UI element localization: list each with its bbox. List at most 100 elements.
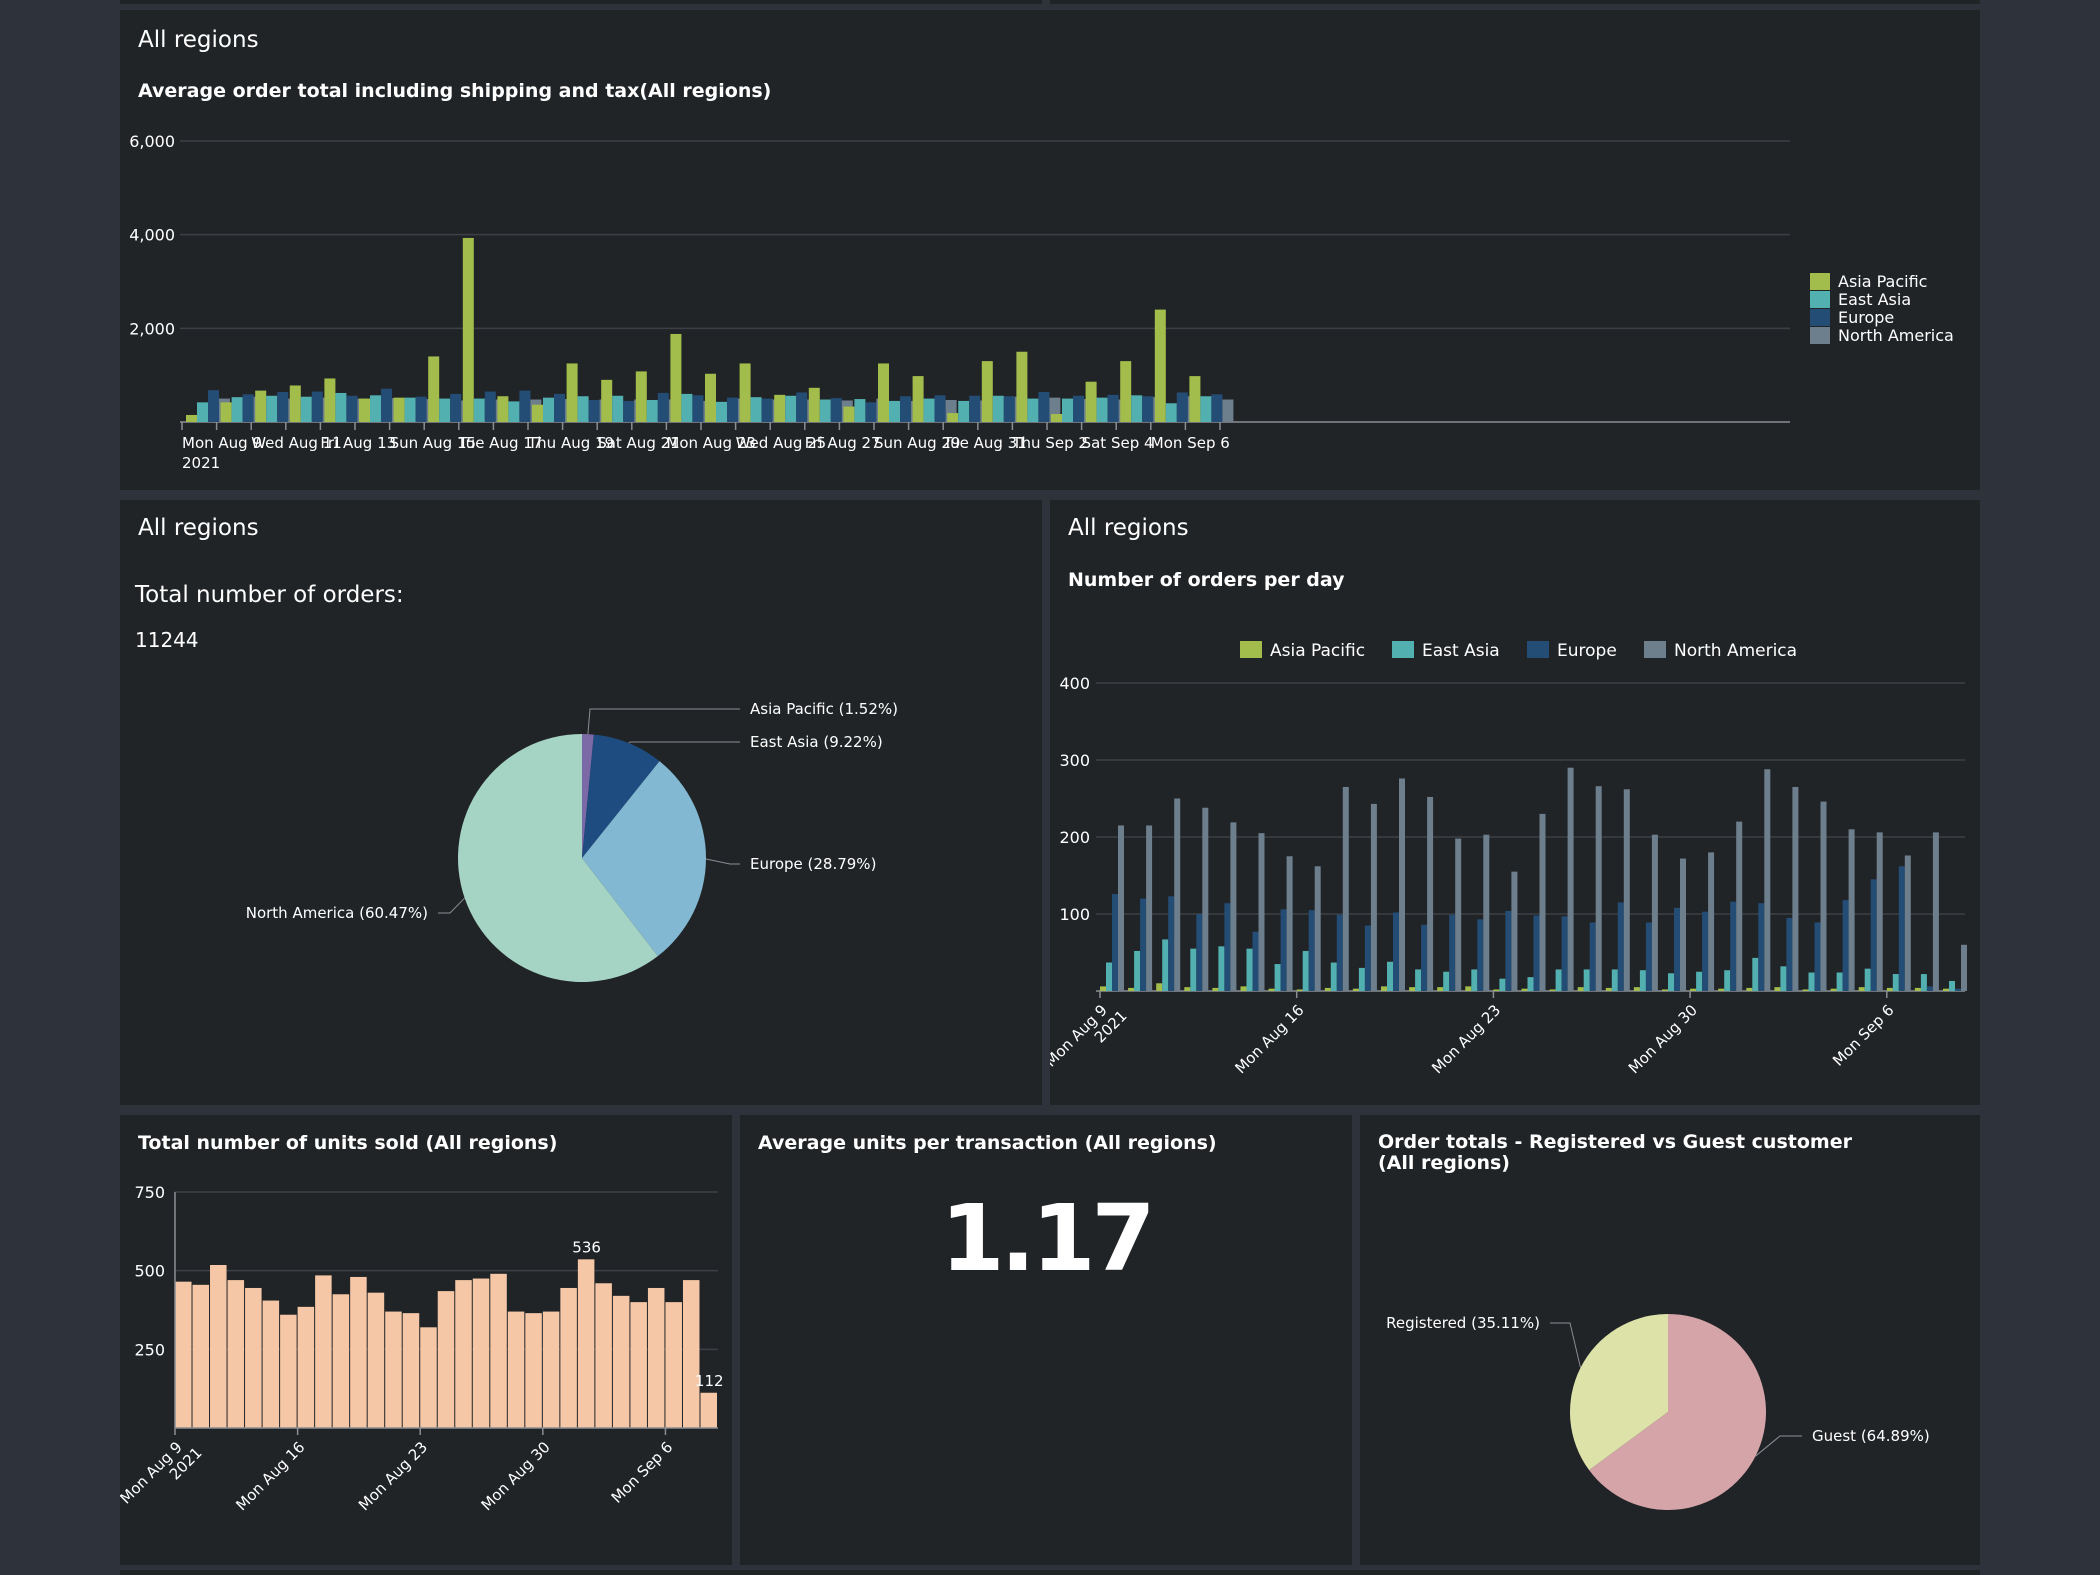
- pie-slice-east-asia: [582, 734, 660, 858]
- bar-asia-pacific: [601, 379, 613, 422]
- units-bar: [612, 1295, 630, 1428]
- bar-europe: [1280, 909, 1287, 991]
- bar-europe: [1645, 922, 1652, 991]
- pie-label-east-asia: East Asia (9.22%): [750, 733, 883, 751]
- bar-north-america: [1399, 778, 1405, 991]
- units-bar: [245, 1287, 262, 1428]
- bar-east-asia: [300, 396, 312, 422]
- bar-asia-pacific: [497, 396, 509, 422]
- bar-europe: [554, 393, 565, 422]
- units-bar: [210, 1265, 227, 1428]
- units-bar: [420, 1327, 437, 1428]
- legend-swatch-asia-pacific: [1240, 641, 1262, 658]
- bar-north-america: [1708, 852, 1715, 991]
- bar-east-asia: [1780, 966, 1787, 991]
- bar-east-asia: [681, 393, 693, 422]
- avg-units-value: 1.17: [940, 1185, 1156, 1292]
- bar-europe: [1758, 903, 1765, 991]
- pie-leader-line: [705, 858, 740, 865]
- panel-avg-units: Average units per transaction (All regio…: [740, 1115, 1352, 1565]
- bar-europe: [1142, 396, 1154, 422]
- pie-leader-line: [1550, 1322, 1582, 1368]
- bar-asia-pacific: [1352, 988, 1359, 991]
- bar-east-asia: [819, 399, 831, 422]
- bar-north-america: [1623, 789, 1630, 991]
- bar-europe: [1730, 901, 1737, 991]
- bar-east-asia: [785, 395, 797, 422]
- bar-east-asia: [1096, 397, 1108, 422]
- bar-asia-pacific: [359, 398, 370, 422]
- bar-east-asia: [992, 395, 1004, 422]
- chart-title: Average units per transaction (All regio…: [758, 1132, 1217, 1154]
- x-tick-label: Mon Aug 92021: [120, 1431, 206, 1520]
- bar-east-asia: [577, 396, 589, 422]
- panel-avg-order-total: All regions Average order total includin…: [120, 10, 1980, 490]
- x-tick-label: Mon Aug 23: [666, 434, 756, 452]
- bar-east-asia: [1555, 969, 1562, 991]
- bar-east-asia: [923, 398, 935, 422]
- bar-asia-pacific: [324, 378, 336, 422]
- bar-europe: [692, 395, 704, 422]
- bar-east-asia: [1836, 972, 1843, 991]
- bar-east-asia: [958, 400, 970, 422]
- x-tick-label: Sun Aug 29: [874, 434, 960, 452]
- bar-asia-pacific: [1051, 414, 1062, 422]
- bar-europe: [796, 392, 808, 422]
- units-bar: [647, 1287, 665, 1428]
- bar-north-america: [1286, 856, 1293, 991]
- bar-asia-pacific: [220, 402, 232, 422]
- bar-asia-pacific: [1718, 988, 1725, 991]
- units-bar: [315, 1275, 332, 1428]
- x-tick-label: Wed Aug 25: [736, 434, 827, 452]
- bar-europe: [1252, 931, 1259, 991]
- bar-europe: [1073, 395, 1084, 422]
- bar-north-america: [1427, 796, 1434, 991]
- bar-europe: [1211, 394, 1223, 422]
- y-tick-label: 400: [1059, 674, 1090, 693]
- bar-asia-pacific: [1802, 989, 1809, 991]
- bar-asia-pacific: [1154, 309, 1166, 422]
- units-bar: [175, 1281, 192, 1428]
- bar-europe: [1038, 392, 1050, 422]
- bar-north-america: [1222, 399, 1234, 422]
- pie-leader-line: [587, 708, 740, 735]
- orders-per-day-chart: Asia Pacific East Asia Europe North America…: [1050, 641, 1967, 1077]
- bar-europe: [208, 390, 219, 422]
- x-tick-label: Sat Aug 21: [597, 434, 680, 452]
- bar-east-asia: [1106, 962, 1112, 991]
- total-orders-label: Total number of orders:: [135, 582, 404, 608]
- bar-europe: [1176, 392, 1188, 422]
- pie-leader-line: [438, 897, 466, 914]
- bar-north-america: [1258, 833, 1265, 991]
- bar-europe: [934, 395, 946, 422]
- bar-east-asia: [1611, 969, 1618, 991]
- bar-europe: [969, 395, 981, 422]
- bar-east-asia: [1387, 961, 1393, 991]
- units-bar: [665, 1302, 682, 1428]
- bar-east-asia: [197, 402, 208, 422]
- units-bar: [455, 1280, 472, 1428]
- bar-europe: [1168, 896, 1175, 991]
- bar-east-asia: [508, 401, 520, 422]
- bar-asia-pacific: [670, 333, 682, 422]
- panel-units-sold: Total number of units sold (All regions)…: [120, 1115, 732, 1565]
- legend-label-east-asia: East Asia: [1838, 290, 1911, 309]
- bar-europe: [1003, 396, 1015, 422]
- pie-label-europe: Europe (28.79%): [750, 855, 876, 873]
- bar-north-america: [1820, 801, 1827, 991]
- bar-east-asia: [1499, 978, 1506, 991]
- bar-asia-pacific: [912, 376, 924, 422]
- bar-east-asia: [1864, 968, 1871, 991]
- y-tick-label: 500: [134, 1262, 165, 1281]
- units-bar: [350, 1276, 367, 1428]
- bar-europe: [1140, 898, 1147, 991]
- bar-east-asia: [1218, 946, 1225, 991]
- bar-north-america: [1961, 944, 1967, 991]
- bar-east-asia: [1949, 980, 1955, 991]
- bar-east-asia: [404, 397, 416, 422]
- bar-europe: [1533, 915, 1540, 991]
- bar-east-asia: [1696, 971, 1703, 991]
- total-orders-value: 11244: [135, 628, 199, 652]
- bar-asia-pacific: [1212, 987, 1219, 991]
- bar-east-asia: [335, 392, 347, 422]
